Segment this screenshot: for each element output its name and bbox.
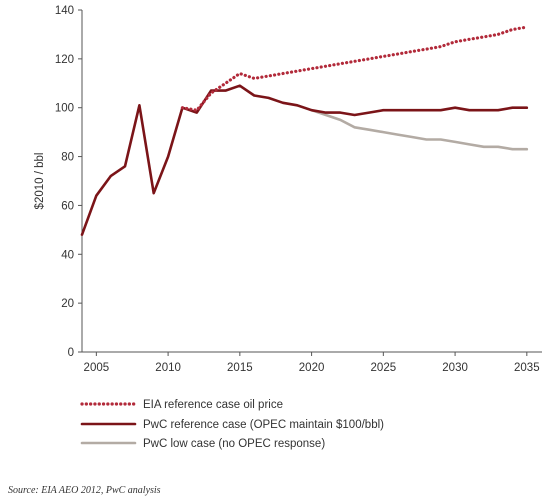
y-tick-label: 40 — [61, 249, 74, 261]
x-tick-label: 2005 — [84, 362, 110, 374]
series-layer — [80, 25, 529, 236]
series-line-0 — [180, 25, 529, 112]
x-axis-ticks: 2005 2010 2015 2020 2025 2030 2035 — [84, 352, 540, 374]
source-note: Source: EIA AEO 2012, PwC analysis — [8, 485, 161, 496]
legend-label-1: PwC reference case (OPEC maintain $100/b… — [143, 419, 384, 431]
x-tick-label: 2015 — [227, 362, 253, 374]
y-axis-label: $2010 / bbl — [34, 153, 46, 210]
y-tick-label: 100 — [55, 103, 74, 115]
x-tick-label: 2025 — [371, 362, 397, 374]
x-tick-label: 2030 — [442, 362, 468, 374]
legend: EIA reference case oil price PwC referenc… — [80, 399, 384, 450]
y-tick-label: 60 — [61, 200, 74, 212]
x-tick-label: 2035 — [514, 362, 540, 374]
legend-label-0: EIA reference case oil price — [143, 399, 283, 411]
x-tick-label: 2020 — [299, 362, 325, 374]
y-tick-label: 120 — [55, 54, 74, 66]
y-tick-label: 0 — [68, 347, 74, 359]
series-line-2 — [295, 104, 529, 151]
y-tick-label: 140 — [55, 5, 74, 17]
x-tick-label: 2010 — [155, 362, 181, 374]
y-axis-ticks: 0 20 40 60 80 100 120 140 — [55, 5, 82, 359]
series-line-1 — [80, 84, 529, 236]
y-tick-label: 80 — [61, 152, 74, 164]
legend-label-2: PwC low case (no OPEC response) — [143, 438, 325, 450]
y-tick-label: 20 — [61, 298, 74, 310]
